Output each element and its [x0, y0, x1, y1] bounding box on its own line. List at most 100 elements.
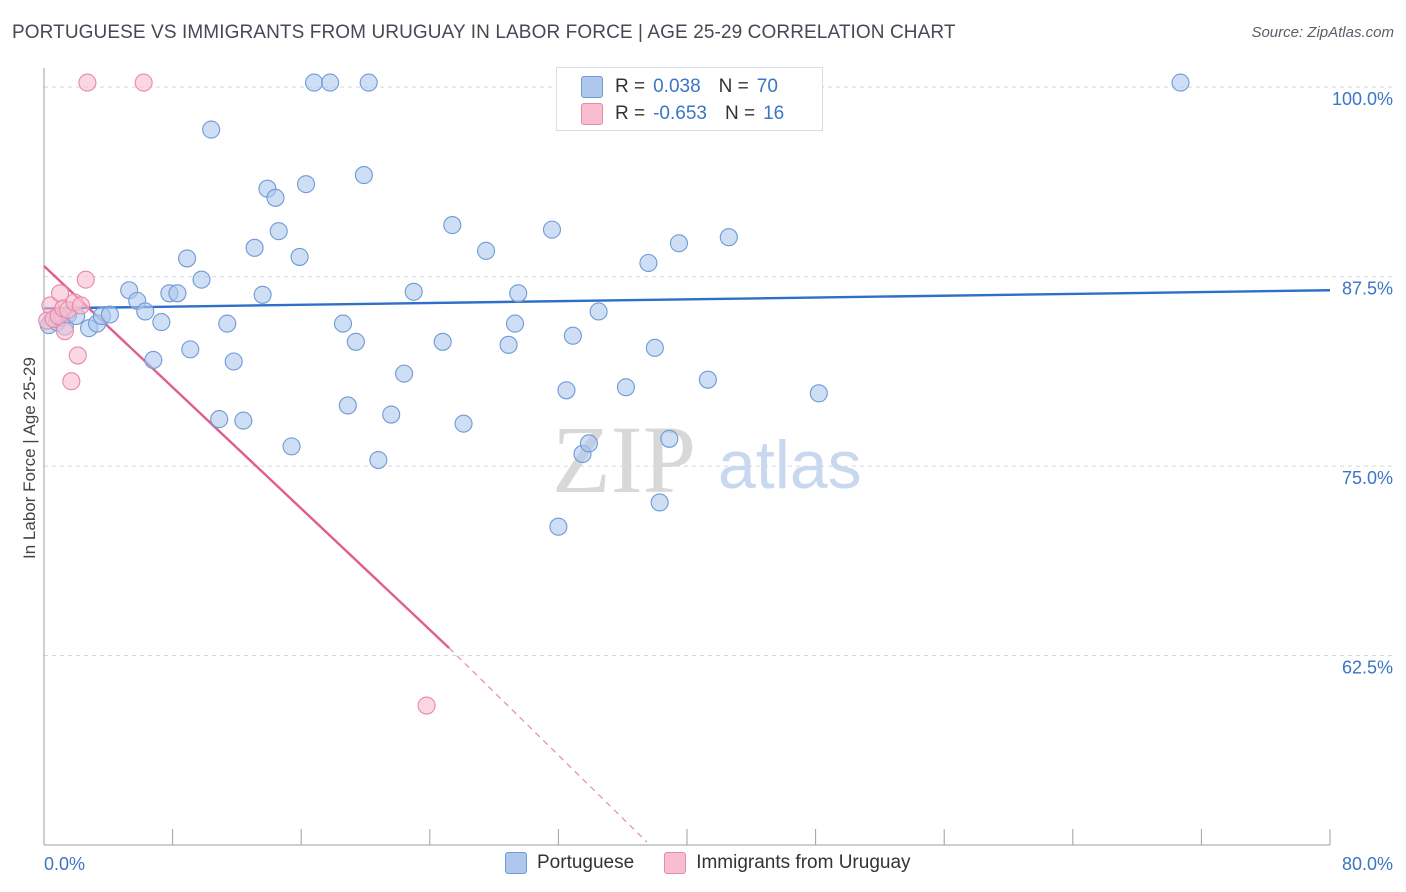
x-tick-label: 80.0%	[1342, 854, 1393, 874]
watermark-atlas: atlas	[718, 427, 862, 503]
point-portuguese	[192, 270, 211, 289]
trend-line-portuguese	[43, 289, 1331, 310]
y-tick-label: 100.0%	[1332, 89, 1393, 109]
point-uruguay	[51, 284, 70, 303]
legend-n-label: N =	[718, 76, 749, 97]
legend-n-value: 70	[756, 76, 778, 97]
point-portuguese	[234, 411, 253, 430]
legend-swatch-uruguay	[664, 852, 687, 874]
axes	[43, 68, 1331, 846]
point-portuguese	[454, 414, 473, 433]
point-portuguese	[477, 241, 496, 260]
point-uruguay	[134, 73, 153, 92]
point-portuguese	[266, 188, 285, 207]
point-portuguese	[269, 222, 288, 241]
point-portuguese	[650, 493, 669, 512]
legend-n-value: 16	[763, 103, 785, 124]
point-uruguay	[78, 73, 97, 92]
point-portuguese	[282, 437, 301, 456]
point-portuguese	[404, 282, 423, 301]
point-portuguese	[178, 249, 197, 268]
point-portuguese	[290, 247, 309, 266]
point-portuguese	[549, 517, 568, 536]
series-legend: Portuguese Immigrants from Uruguay	[505, 852, 941, 874]
legend-r-value: -0.653	[653, 103, 707, 124]
point-portuguese	[1171, 73, 1190, 92]
point-portuguese	[253, 285, 272, 304]
legend-label-uruguay: Immigrants from Uruguay	[696, 852, 911, 873]
point-portuguese	[589, 302, 608, 321]
point-portuguese	[719, 228, 738, 247]
point-portuguese	[509, 284, 528, 303]
y-axis-label: In Labor Force | Age 25-29	[20, 357, 39, 559]
point-portuguese	[395, 364, 414, 383]
data-points	[38, 73, 1190, 715]
legend-r-value: 0.038	[653, 76, 701, 97]
point-uruguay	[76, 270, 95, 289]
watermark: ZIP atlas	[552, 406, 862, 513]
y-tick-label: 75.0%	[1342, 468, 1393, 488]
point-portuguese	[443, 216, 462, 235]
legend-row-uruguay: R = -0.653 N = 16	[581, 102, 784, 126]
point-uruguay	[55, 322, 74, 341]
point-portuguese	[210, 410, 229, 429]
point-portuguese	[152, 313, 171, 332]
legend-n-label: N =	[724, 103, 756, 124]
trend-extension-uruguay	[448, 647, 648, 843]
point-uruguay	[71, 296, 91, 315]
grid-lines	[44, 86, 1394, 657]
point-portuguese	[296, 175, 316, 194]
trend-line-uruguay	[43, 265, 450, 649]
point-portuguese	[181, 340, 200, 359]
point-portuguese	[100, 305, 119, 324]
point-portuguese	[354, 166, 373, 185]
point-portuguese	[557, 381, 576, 400]
point-portuguese	[645, 338, 664, 357]
legend-item-portuguese: Portuguese	[505, 852, 634, 874]
point-uruguay	[417, 696, 436, 715]
correlation-legend: R = 0.038 N = 70 R = -0.653 N = 16	[556, 67, 823, 131]
point-portuguese	[579, 434, 598, 453]
point-uruguay	[68, 346, 87, 365]
point-portuguese	[224, 352, 243, 371]
point-portuguese	[563, 326, 582, 345]
point-portuguese	[245, 238, 264, 257]
legend-label-portuguese: Portuguese	[537, 852, 635, 873]
y-tick-label: 87.5%	[1342, 279, 1393, 299]
source-label: Source: ZipAtlas.com	[1251, 24, 1394, 41]
point-portuguese	[698, 370, 717, 389]
point-portuguese	[369, 450, 388, 470]
point-portuguese	[382, 405, 401, 424]
point-portuguese	[359, 73, 378, 92]
legend-swatch-portuguese	[505, 852, 527, 874]
point-portuguese	[333, 314, 353, 333]
point-portuguese	[305, 73, 324, 92]
point-portuguese	[669, 234, 689, 253]
point-portuguese	[218, 314, 237, 333]
point-portuguese	[321, 73, 340, 92]
chart-title: PORTUGUESE VS IMMIGRANTS FROM URUGUAY IN…	[12, 22, 956, 43]
point-portuguese	[346, 332, 365, 351]
legend-swatch-portuguese	[581, 76, 603, 98]
point-uruguay	[62, 372, 81, 391]
point-portuguese	[499, 335, 518, 354]
point-portuguese	[202, 120, 221, 139]
legend-r-label: R =	[615, 76, 646, 97]
point-portuguese	[809, 384, 828, 403]
legend-r-label: R =	[615, 103, 646, 124]
legend-swatch-uruguay	[581, 103, 603, 125]
tick-labels: 62.5% 75.0% 87.5% 100.0% 0.0% 80.0%	[44, 89, 1393, 874]
point-portuguese	[639, 253, 658, 273]
legend-item-uruguay: Immigrants from Uruguay	[664, 852, 911, 874]
x-tick-label: 0.0%	[44, 854, 85, 874]
legend-row-portuguese: R = 0.038 N = 70	[581, 75, 778, 99]
point-portuguese	[168, 284, 187, 303]
point-portuguese	[136, 302, 155, 321]
point-portuguese	[660, 429, 679, 448]
point-portuguese	[505, 314, 525, 333]
point-portuguese	[616, 378, 635, 397]
point-portuguese	[144, 350, 163, 370]
trend-lines	[43, 265, 1331, 843]
point-portuguese	[433, 332, 452, 351]
